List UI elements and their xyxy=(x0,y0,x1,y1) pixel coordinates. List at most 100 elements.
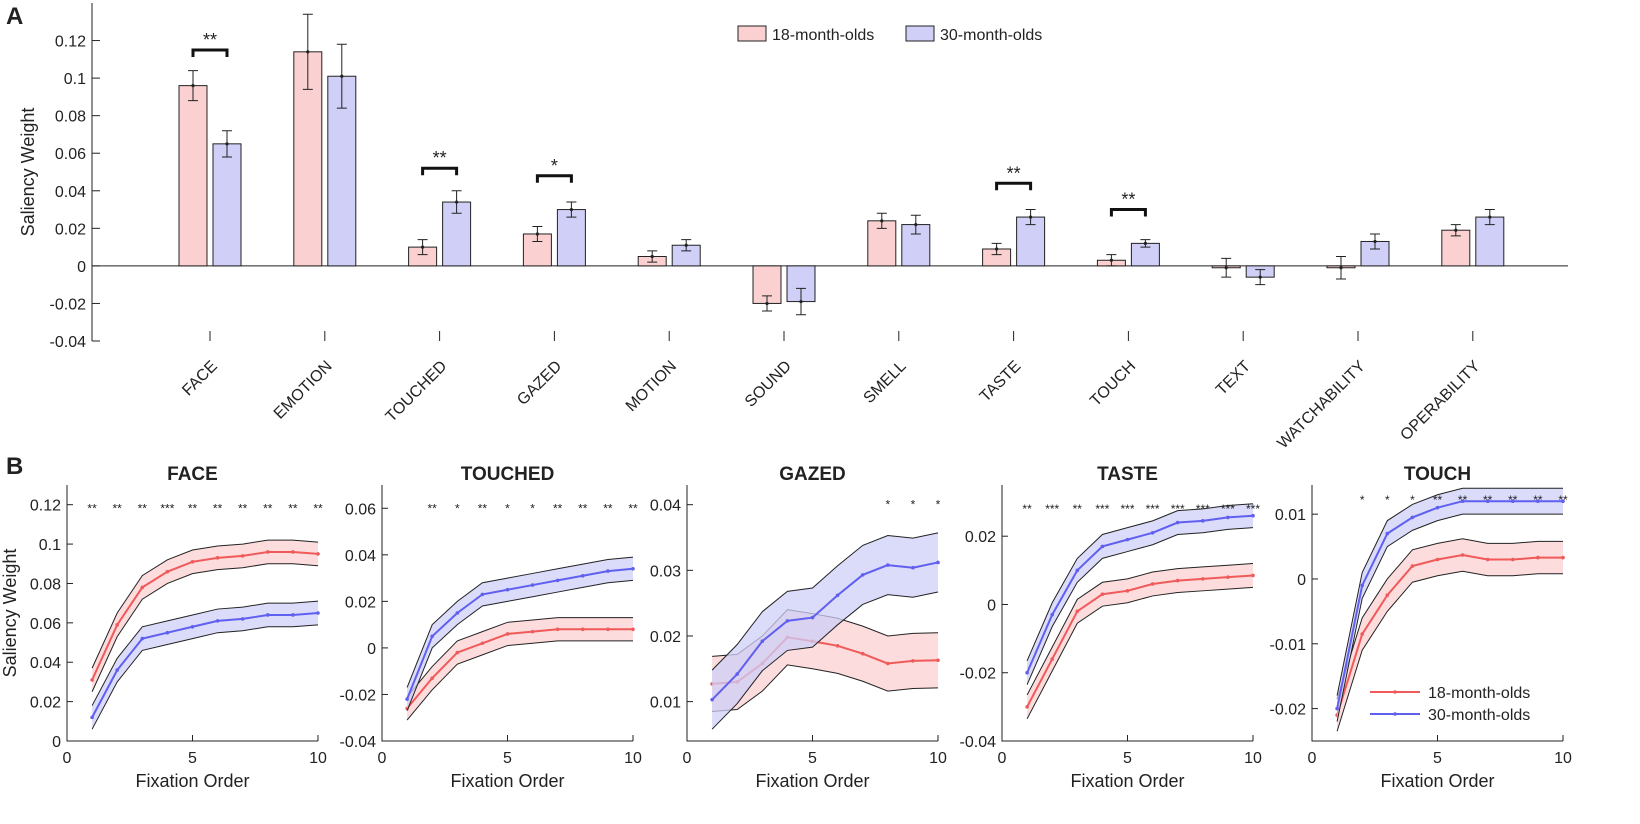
x-tick-label: 10 xyxy=(1244,750,1262,767)
y-tick-label: 0.02 xyxy=(345,594,376,611)
legend-a: 18-month-olds 30-month-olds xyxy=(737,25,1042,44)
data-point xyxy=(1335,706,1339,711)
significance-stars: ** xyxy=(113,502,123,516)
data-point xyxy=(1050,657,1054,661)
band-lower-edge xyxy=(91,624,319,730)
significance-stars: ** xyxy=(628,501,638,515)
data-point xyxy=(1150,582,1155,586)
data-point xyxy=(886,563,890,567)
significance-stars: * xyxy=(885,498,890,512)
data-point xyxy=(555,627,560,632)
data-point xyxy=(215,619,220,623)
legend-marker-30 xyxy=(1393,712,1397,716)
mean-point xyxy=(914,222,918,227)
data-point xyxy=(1025,670,1029,675)
data-point xyxy=(911,565,915,570)
data-point xyxy=(1125,537,1130,542)
mean-point xyxy=(1488,215,1492,219)
significance-stars: ** xyxy=(188,502,198,516)
data-point xyxy=(835,644,840,648)
significance-stars: ** xyxy=(1073,502,1083,516)
band-lower-edge xyxy=(711,591,939,730)
x-tick-label: 10 xyxy=(624,750,642,767)
subplot-touched: TOUCHED -0.04 -0.02 0 0.02 0.04 0.06 0 5 10 Fixati… xyxy=(340,464,642,791)
band-upper-edge xyxy=(1026,563,1254,696)
significance-stars: ** xyxy=(1533,493,1543,507)
y-axis-label: Saliency Weight xyxy=(0,549,20,678)
y-tick-label: -0.02 xyxy=(1270,702,1307,719)
mean-point xyxy=(765,301,769,306)
data-point xyxy=(1100,592,1105,597)
x-tick-label: GAZED xyxy=(514,358,565,409)
data-point xyxy=(1201,577,1205,581)
line-30-month xyxy=(711,561,939,701)
y-tick-label: 0.1 xyxy=(39,537,61,554)
band-18-month xyxy=(92,540,318,692)
data-point xyxy=(936,658,940,663)
data-point xyxy=(1025,705,1029,709)
y-tick-label: 0.12 xyxy=(55,34,86,51)
mean-point xyxy=(650,254,654,259)
data-point xyxy=(1536,555,1540,560)
subplot-title: TOUCH xyxy=(1404,464,1471,485)
y-tick-label: 0.03 xyxy=(650,563,681,580)
data-point xyxy=(1175,578,1180,583)
data-point xyxy=(1175,520,1180,525)
x-tick-label: 5 xyxy=(1433,750,1442,767)
data-point xyxy=(1100,544,1105,549)
significance-stars: *** xyxy=(160,502,174,516)
significance-stars: ** xyxy=(1508,493,1518,507)
x-tick-label: MOTION xyxy=(623,358,680,415)
data-point xyxy=(316,611,320,615)
x-tick-label: 5 xyxy=(503,750,512,767)
data-point xyxy=(1410,564,1415,568)
data-point xyxy=(1485,499,1490,504)
mean-point xyxy=(421,245,425,249)
significance-stars: * xyxy=(1385,493,1390,507)
y-tick-label: 0.02 xyxy=(650,629,681,646)
data-point xyxy=(430,634,435,639)
mean-point xyxy=(340,74,344,78)
line-30-month xyxy=(1026,514,1254,674)
x-tick-label: WATCHABILITY xyxy=(1274,358,1369,453)
band-upper-edge xyxy=(406,617,633,698)
legend-label-30: 30-month-olds xyxy=(940,27,1042,44)
y-tick-label: 0.08 xyxy=(30,576,61,593)
data-point xyxy=(115,668,119,672)
significance-stars: *** xyxy=(1146,502,1160,516)
significance-stars: * xyxy=(530,501,535,515)
significance-stars: ** xyxy=(1558,493,1568,507)
band-30-month xyxy=(1027,503,1253,685)
x-axis-label: Fixation Order xyxy=(1380,771,1494,791)
data-point xyxy=(266,550,270,554)
significance-stars: *** xyxy=(1246,502,1260,516)
data-point xyxy=(266,613,270,617)
data-point xyxy=(860,651,865,656)
band-lower-edge xyxy=(1336,570,1563,732)
significance-stars: ** xyxy=(478,501,488,515)
significance-bracket xyxy=(995,181,1033,191)
data-point xyxy=(1251,513,1255,518)
significance-stars: ** xyxy=(1007,163,1021,183)
line-18-month xyxy=(1026,574,1254,708)
line-18-month xyxy=(91,550,319,681)
significance-stars: ** xyxy=(603,501,613,515)
significance-stars: *** xyxy=(1095,502,1109,516)
subplot-title: TOUCHED xyxy=(461,464,555,485)
data-point xyxy=(1460,499,1465,504)
significance-stars: ** xyxy=(138,502,148,516)
mean-point xyxy=(1454,228,1458,232)
y-tick-label: 0.08 xyxy=(55,109,86,126)
significance-stars: * xyxy=(936,498,941,512)
significance-stars: * xyxy=(551,156,558,176)
significance-stars: *** xyxy=(1221,502,1235,516)
x-tick-label: SOUND xyxy=(742,358,795,411)
x-tick-label: TOUCH xyxy=(1087,358,1139,410)
data-point xyxy=(1485,557,1490,562)
y-tick-label: 0.04 xyxy=(55,184,86,201)
band-lower-edge xyxy=(1026,527,1254,685)
data-point xyxy=(1435,505,1440,510)
data-point xyxy=(631,627,635,632)
data-point xyxy=(530,629,535,634)
